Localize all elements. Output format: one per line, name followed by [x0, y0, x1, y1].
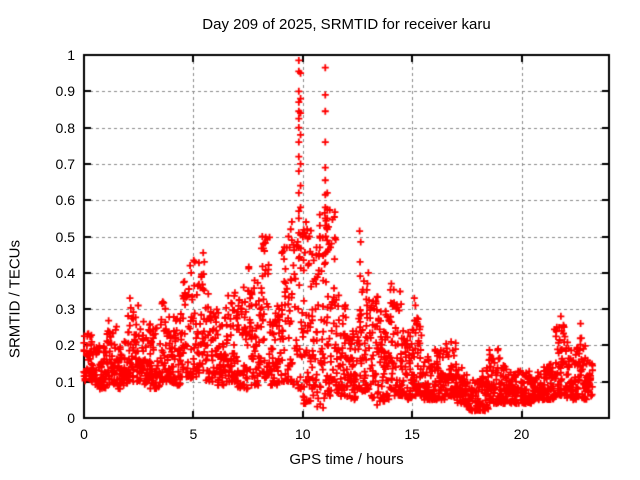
y-tick-label: 0.9: [55, 83, 75, 100]
y-tick-label: 0.2: [55, 337, 75, 354]
y-tick-label: 0.4: [55, 264, 75, 281]
x-tick-label: 10: [294, 426, 311, 442]
y-tick-label: 0.3: [55, 301, 75, 318]
y-tick-label: 0.8: [55, 119, 75, 136]
y-tick-label: 0.5: [55, 228, 75, 245]
y-tick-label: 0.7: [55, 155, 75, 172]
x-axis-label: GPS time / hours: [289, 451, 404, 468]
y-tick-label: 0: [67, 410, 75, 426]
y-tick-label: 0.1: [55, 373, 75, 390]
x-tick-label: 15: [404, 426, 420, 442]
y-tick-label: 1: [67, 47, 75, 63]
x-tick-label: 20: [513, 426, 530, 442]
x-tick-label: 0: [80, 426, 88, 442]
chart-title: Day 209 of 2025, SRMTID for receiver kar…: [202, 16, 491, 33]
y-tick-label: 0.6: [55, 192, 75, 209]
x-tick-label: 5: [189, 426, 198, 442]
